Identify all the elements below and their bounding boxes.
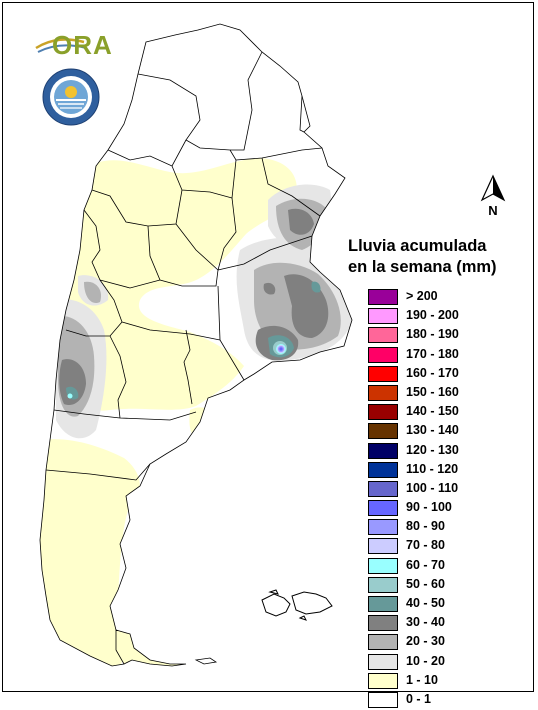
legend-swatch <box>368 346 398 363</box>
legend-label: 120 - 130 <box>406 442 459 457</box>
rain-zone-1-10 <box>228 181 252 203</box>
legend-swatch <box>368 289 398 305</box>
legend-title-line2: en la semana (mm) <box>348 258 497 276</box>
legend-swatch <box>368 538 398 555</box>
legend-label: 50 - 60 <box>406 576 445 591</box>
legend-label: 170 - 180 <box>406 346 459 361</box>
legend-swatch <box>368 461 398 478</box>
legend-swatch <box>368 442 398 459</box>
legend-swatch <box>368 615 398 632</box>
legend-label: 130 - 140 <box>406 423 459 438</box>
tierra-del-fuego <box>115 629 187 667</box>
legend-swatch <box>368 480 398 497</box>
legend-title: Lluvia acumulada en la semana (mm) <box>348 236 497 278</box>
legend-label: 110 - 120 <box>406 461 459 476</box>
legend-label: 190 - 200 <box>406 308 459 323</box>
legend-swatch <box>368 519 398 536</box>
legend-swatch <box>368 404 398 421</box>
legend-label: 140 - 150 <box>406 404 459 419</box>
province-borders <box>39 23 353 667</box>
legend-label: 0 - 1 <box>406 691 432 706</box>
legend-label: 1 - 10 <box>406 672 438 687</box>
legend-label: 100 - 110 <box>406 480 459 495</box>
legend-swatch <box>368 327 398 344</box>
weather-service-seal <box>42 68 100 126</box>
legend-label: 160 - 170 <box>406 365 459 380</box>
island-fragment <box>194 657 218 665</box>
rain-zone-60-70 <box>67 393 73 399</box>
legend-swatch <box>368 384 398 401</box>
legend-label: 90 - 100 <box>406 500 452 515</box>
legend-swatch <box>368 653 398 670</box>
rain-zone-1-10 <box>60 158 297 411</box>
legend-swatch <box>368 557 398 574</box>
legend-label: 80 - 90 <box>406 519 445 534</box>
legend-swatch <box>368 691 398 708</box>
legend-swatch <box>368 634 398 651</box>
legend-swatch <box>368 576 398 593</box>
legend-swatch <box>368 500 398 517</box>
legend-swatch <box>368 596 398 612</box>
legend-label: 30 - 40 <box>406 615 445 630</box>
legend-label: 60 - 70 <box>406 557 445 572</box>
legend-swatch <box>368 672 398 689</box>
legend-swatch <box>368 365 398 382</box>
rain-zone-40-50 <box>311 281 321 293</box>
rain-zone-30-40 <box>263 282 276 295</box>
legend-label: 180 - 190 <box>406 327 459 342</box>
legend-title-line1: Lluvia acumulada <box>348 237 487 255</box>
legend-swatch <box>368 308 398 325</box>
legend-label: 40 - 50 <box>406 596 445 610</box>
rain-zone-30-40 <box>288 208 314 235</box>
legend-swatch <box>368 423 398 440</box>
legend-label: > 200 <box>406 289 438 303</box>
rain-zone-90-100 <box>279 347 283 351</box>
legend-label: 10 - 20 <box>406 653 445 668</box>
rain-zone-1-10 <box>40 439 140 666</box>
falkland-islands <box>261 589 333 621</box>
rain-zone-30-40 <box>59 359 86 406</box>
north-label: N <box>488 203 497 218</box>
rain-zone-20-30 <box>84 281 102 304</box>
north-arrow-icon: N <box>480 174 506 218</box>
legend-label: 20 - 30 <box>406 634 445 649</box>
legend-label: 70 - 80 <box>406 538 445 553</box>
legend-label: 150 - 160 <box>406 384 459 399</box>
ora-logo-text: ORA <box>52 30 113 60</box>
ora-logo-swoosh <box>35 38 87 53</box>
ora-logo: ORA <box>34 28 112 60</box>
